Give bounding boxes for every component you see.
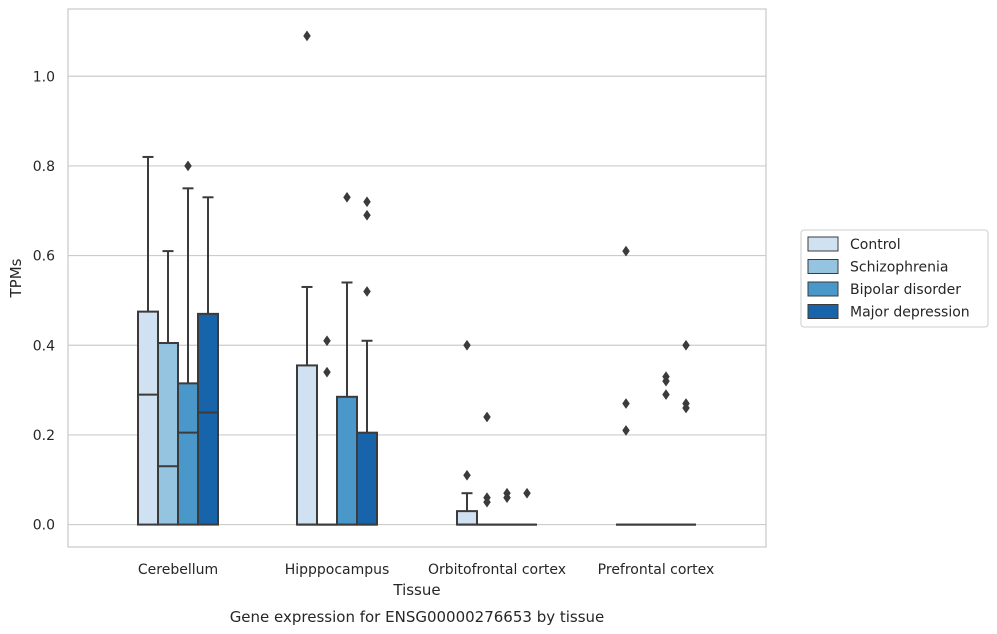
box: [616, 245, 636, 526]
outlier-point: [303, 30, 311, 42]
box: [456, 339, 478, 526]
outlier-point: [363, 196, 371, 208]
legend-label: Bipolar disorder: [850, 282, 961, 298]
box-body: [197, 312, 219, 526]
x-tick-label: Prefrontal cortex: [598, 562, 715, 578]
y-tick-label: 1.0: [33, 69, 55, 85]
legend-label: Major depression: [850, 305, 970, 321]
outlier-point: [343, 191, 351, 203]
y-tick-label: 0.6: [33, 249, 55, 265]
box: [197, 196, 219, 526]
x-tick-label: Cerebellum: [138, 562, 218, 578]
legend-swatch: [807, 236, 839, 252]
box-body: [137, 310, 159, 526]
legend-items: Control Schizophrenia Bipolar disorder Majo…: [807, 236, 970, 321]
x-tick-label: Orbitofrontal cortex: [428, 562, 566, 578]
legend-frame: [800, 229, 989, 328]
outlier-point: [503, 492, 511, 504]
x-axis-title: Tissue: [392, 581, 440, 599]
box: [317, 335, 337, 526]
box-body: [336, 395, 358, 526]
outlier-point: [682, 339, 690, 351]
outlier-point: [463, 339, 471, 351]
box-body: [177, 382, 199, 526]
plot-frame: [67, 8, 767, 548]
outlier-point: [184, 160, 192, 172]
legend-swatch: [807, 304, 839, 319]
legend-item: Bipolar disorder: [807, 281, 961, 298]
box: [177, 160, 199, 526]
y-axis-ticks: 0.0 0.2 0.4 0.6 0.8 1.0: [33, 69, 55, 533]
box: [676, 339, 696, 526]
outlier-point: [622, 424, 630, 436]
box: [336, 191, 358, 526]
box-plot-series: [137, 30, 696, 526]
outlier-point: [622, 398, 630, 409]
series-schizophrenia: [157, 250, 656, 526]
box-body: [456, 510, 478, 526]
chart-caption: Gene expression for ENSG00000276653 by t…: [230, 608, 605, 626]
series-bipolar-disorder: [177, 160, 676, 526]
outlier-point: [662, 389, 670, 401]
outlier-point: [622, 245, 630, 257]
outlier-point: [483, 496, 491, 508]
outlier-point: [662, 375, 670, 387]
box: [356, 196, 378, 526]
y-tick-label: 0.8: [33, 159, 55, 175]
legend-item: Control: [807, 236, 901, 253]
outlier-point: [323, 366, 331, 378]
box-body: [356, 431, 378, 526]
series-major-depression: [197, 196, 696, 526]
outlier-point: [363, 209, 371, 221]
box: [157, 250, 179, 526]
box: [137, 155, 159, 526]
legend: Control Schizophrenia Bipolar disorder Majo…: [800, 229, 989, 328]
y-tick-label: 0.2: [33, 428, 55, 444]
legend-label: Schizophrenia: [850, 260, 948, 276]
x-tick-label: Hipppocampus: [285, 562, 390, 578]
box: [477, 411, 497, 526]
outlier-point: [682, 402, 690, 414]
y-axis-title: TPMs: [7, 258, 25, 298]
box: [497, 487, 517, 526]
outlier-point: [363, 286, 371, 297]
box: [656, 371, 676, 526]
box: [517, 487, 537, 526]
y-tick-label: 0.4: [33, 338, 55, 354]
legend-swatch: [807, 281, 839, 297]
box-body: [157, 342, 179, 526]
box-body: [296, 364, 318, 526]
y-tick-label: 0.0: [33, 518, 55, 534]
legend-swatch: [807, 259, 839, 274]
legend-item: Major depression: [807, 304, 970, 321]
legend-label: Control: [850, 237, 901, 253]
x-axis-ticks: Cerebellum Hipppocampus Orbitofrontal cort…: [138, 562, 714, 578]
outlier-point: [483, 411, 491, 423]
outlier-point: [323, 335, 331, 347]
box: [296, 30, 318, 526]
outlier-point: [523, 487, 531, 499]
outlier-point: [463, 469, 471, 481]
legend-item: Schizophrenia: [807, 259, 948, 276]
